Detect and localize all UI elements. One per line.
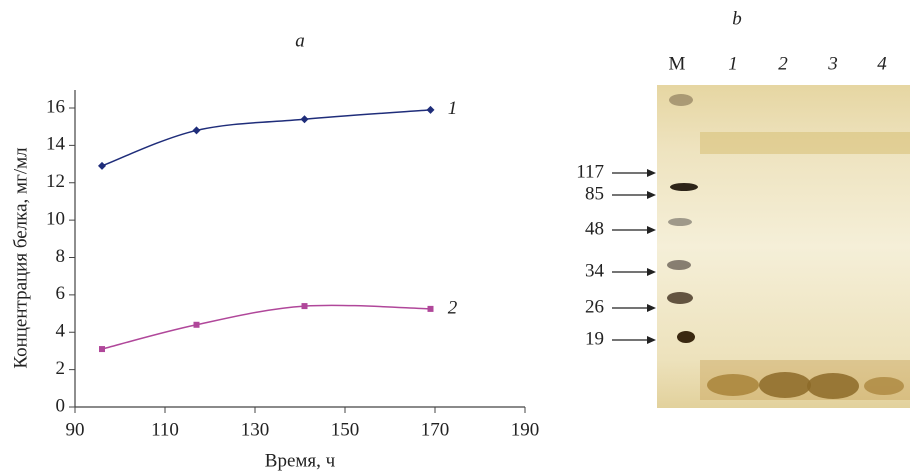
- marker-arrowhead: [647, 268, 656, 276]
- marker-arrowhead: [647, 191, 656, 199]
- lane-label: 2: [778, 53, 788, 74]
- marker: [99, 346, 105, 352]
- marker: [98, 162, 106, 170]
- x-axis-label: Время, ч: [265, 450, 336, 471]
- panel-label: a: [295, 30, 305, 51]
- marker-arrowhead: [647, 169, 656, 177]
- y-tick-label: 8: [56, 246, 66, 267]
- figure: a Время, ч Концентрация белка, мг/мл b 9…: [0, 0, 913, 471]
- y-axis-label: Концентрация белка, мг/мл: [10, 147, 31, 369]
- y-tick-label: 16: [46, 96, 65, 117]
- x-tick-label: 190: [511, 419, 540, 440]
- series-label: 1: [448, 98, 458, 119]
- y-tick-label: 4: [56, 321, 66, 342]
- marker: [194, 322, 200, 328]
- x-tick-label: 150: [331, 419, 360, 440]
- marker: [302, 303, 308, 309]
- lane-label: M: [669, 53, 686, 74]
- marker-arrowhead: [647, 304, 656, 312]
- marker-arrowhead: [647, 226, 656, 234]
- marker-size-label: 19: [585, 328, 604, 349]
- x-tick-label: 110: [151, 419, 179, 440]
- marker: [427, 106, 435, 114]
- marker-size-label: 117: [576, 161, 604, 182]
- marker-arrowhead: [647, 336, 656, 344]
- lane-label: 3: [827, 53, 838, 74]
- marker-size-label: 34: [585, 260, 605, 281]
- marker-size-label: 26: [585, 296, 604, 317]
- series-label: 2: [448, 297, 458, 318]
- x-tick-label: 130: [241, 419, 270, 440]
- y-tick-label: 0: [56, 395, 66, 416]
- y-tick-label: 6: [56, 283, 66, 304]
- x-tick-label: 170: [421, 419, 450, 440]
- marker-size-label: 48: [585, 218, 604, 239]
- marker-size-label: 85: [585, 183, 604, 204]
- marker: [193, 126, 201, 134]
- y-tick-label: 14: [46, 134, 66, 155]
- x-tick-label: 90: [66, 419, 85, 440]
- y-tick-label: 2: [56, 358, 66, 379]
- lane-label: 4: [877, 53, 887, 74]
- panel-label: b: [732, 8, 742, 29]
- marker: [301, 115, 309, 123]
- gel-image: [657, 85, 910, 408]
- marker: [428, 306, 434, 312]
- lane-label: 1: [728, 53, 738, 74]
- series-line: [102, 305, 431, 349]
- series-line: [102, 110, 431, 166]
- y-tick-label: 12: [46, 171, 65, 192]
- y-tick-label: 10: [46, 208, 65, 229]
